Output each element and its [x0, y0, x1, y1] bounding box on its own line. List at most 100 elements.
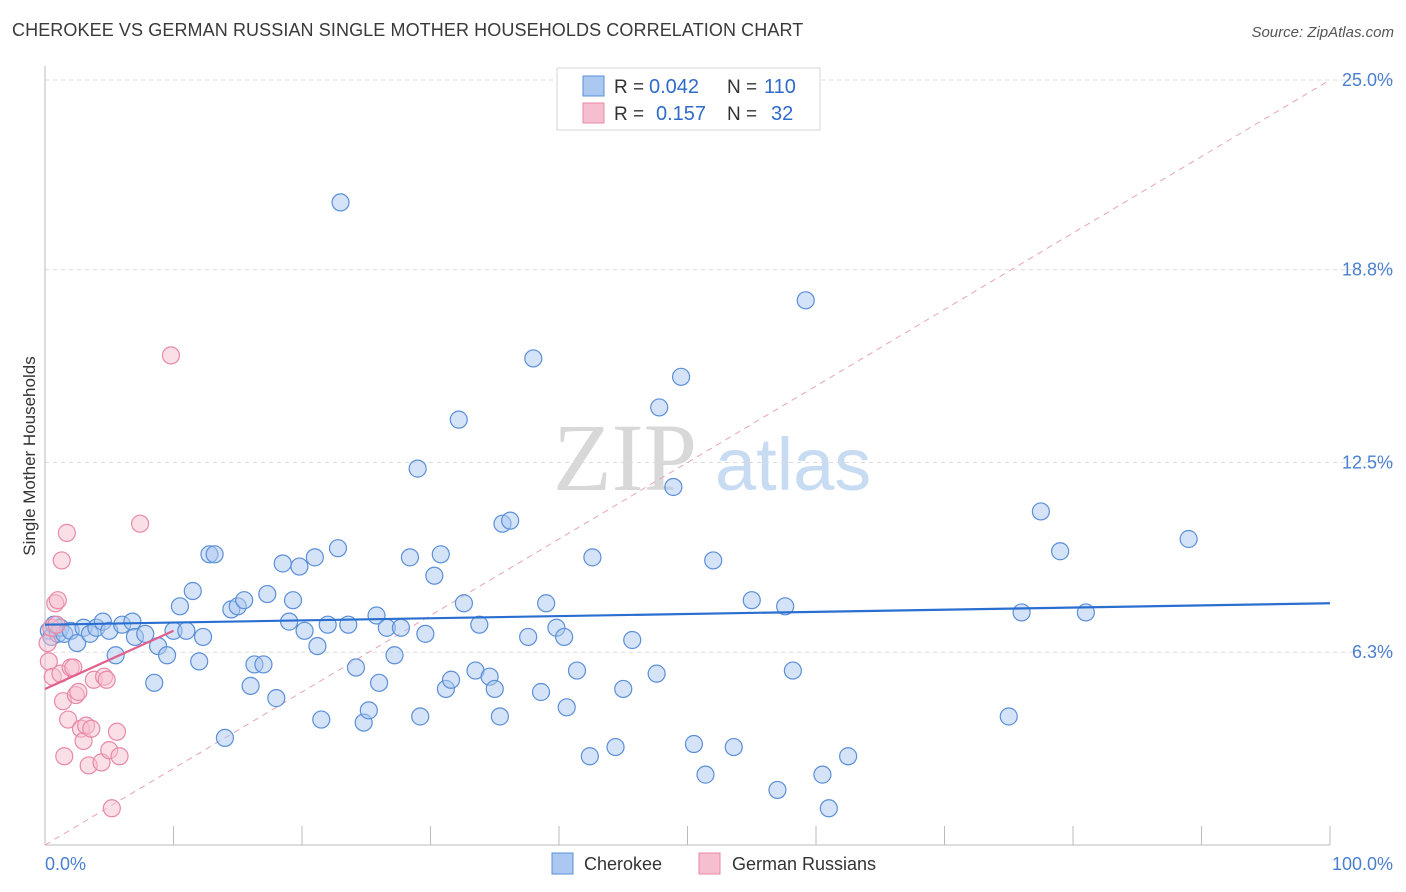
- x-tick-label-min: 0.0%: [45, 854, 86, 874]
- cherokee-point: [537, 594, 556, 613]
- cherokee-point: [258, 584, 277, 604]
- cherokee-point: [776, 597, 795, 616]
- reference-diagonal: [44, 79, 1331, 846]
- cherokee-point: [370, 673, 389, 692]
- cherokee-point: [524, 349, 543, 368]
- cherokee-point: [724, 737, 743, 757]
- cherokee-point: [664, 477, 683, 497]
- german-russians-point: [55, 747, 74, 766]
- cherokee-point: [449, 410, 468, 429]
- legend-n-value-2: 32: [771, 103, 793, 125]
- cherokee-point: [283, 591, 303, 610]
- german-russians-point: [82, 719, 101, 738]
- legend-r-label-1: R =: [614, 77, 644, 98]
- cherokee-point: [157, 646, 177, 665]
- german-russians-point: [38, 633, 57, 653]
- cherokee-point: [425, 566, 444, 585]
- cherokee-point: [1012, 603, 1031, 622]
- cherokee-point: [580, 747, 599, 766]
- legend-n-label-2: N =: [727, 104, 757, 125]
- german-russians-point: [59, 710, 78, 729]
- cherokee-point: [235, 591, 254, 610]
- bottom-legend-label-german-russians: German Russians: [732, 854, 876, 874]
- legend-r-value-1: 0.042: [649, 76, 699, 98]
- bottom-legend-label-cherokee: Cherokee: [584, 854, 662, 874]
- cherokee-point: [470, 615, 489, 634]
- cherokee-point: [305, 548, 324, 567]
- cherokee-point: [68, 633, 87, 653]
- cherokee-point: [555, 627, 574, 647]
- cherokee-point: [312, 710, 331, 729]
- cherokee-point: [346, 658, 366, 677]
- cherokee-point: [391, 618, 411, 637]
- y-tick-label: 25.0%: [1342, 70, 1393, 90]
- cherokee-point: [813, 765, 832, 784]
- cherokee-point: [454, 594, 474, 613]
- cherokee-point: [408, 459, 427, 478]
- cherokee-point: [411, 707, 430, 726]
- german-russians-point: [97, 670, 116, 689]
- cherokee-point: [431, 545, 450, 564]
- cherokee-point: [205, 545, 224, 564]
- y-tick-labels: 6.3% 12.5% 18.8% 25.0%: [1342, 70, 1393, 662]
- x-tick-label-max: 100.0%: [1332, 854, 1393, 874]
- legend-n-value-1: 110: [764, 76, 796, 98]
- cherokee-point: [193, 627, 213, 647]
- trend-line-cherokee: [44, 602, 1331, 626]
- bottom-legend-swatch-german-russians: [698, 852, 721, 875]
- y-tick-label: 12.5%: [1342, 453, 1393, 473]
- cherokee-point: [557, 698, 576, 717]
- watermark: ZIP atlas: [553, 404, 871, 511]
- cherokee-point: [623, 630, 642, 650]
- cherokee-point: [1179, 529, 1198, 549]
- cherokee-point: [145, 673, 164, 692]
- cherokee-point: [783, 661, 802, 680]
- cherokee-point: [295, 621, 314, 640]
- cherokee-point: [215, 728, 234, 748]
- german-russians-point: [69, 682, 88, 702]
- cherokee-point: [136, 624, 155, 643]
- cherokee-point: [123, 612, 142, 631]
- legend-swatch-german-russians: [582, 102, 605, 124]
- cherokee-point: [241, 676, 260, 695]
- cherokee-point: [684, 734, 704, 754]
- cherokee-point: [999, 707, 1018, 726]
- bottom-legend-swatch-cherokee: [551, 852, 574, 875]
- cherokee-point: [583, 548, 602, 567]
- cherokee-point: [606, 737, 625, 757]
- cherokee-point: [485, 679, 504, 699]
- trend-line-german-russians: [44, 629, 174, 690]
- series-german-russians-points: [38, 346, 181, 818]
- cherokee-point: [273, 554, 292, 573]
- legend-swatch-cherokee: [582, 75, 605, 97]
- german-russians-point: [48, 591, 67, 610]
- y-tick-label: 18.8%: [1342, 260, 1393, 280]
- cherokee-point: [331, 193, 350, 212]
- german-russians-point: [110, 747, 129, 766]
- cherokee-point: [742, 591, 761, 610]
- cherokee-point: [441, 670, 461, 689]
- cherokee-point: [796, 291, 815, 310]
- cherokee-point: [290, 557, 309, 576]
- cherokee-point: [254, 655, 273, 674]
- cherokee-point: [308, 636, 327, 656]
- cherokee-point: [1031, 502, 1050, 521]
- x-ticks: [173, 826, 1331, 845]
- cherokee-point: [400, 548, 420, 567]
- cherokee-point: [177, 621, 196, 640]
- cherokee-point: [190, 652, 209, 671]
- cherokee-point: [267, 689, 286, 708]
- cherokee-point: [647, 664, 666, 683]
- cherokee-point: [819, 799, 838, 818]
- cherokee-point: [614, 679, 633, 699]
- cherokee-point: [567, 661, 587, 680]
- legend-r-label-2: R =: [614, 104, 644, 125]
- cherokee-point: [359, 701, 378, 720]
- cherokee-point: [650, 398, 669, 417]
- watermark-atlas: atlas: [715, 423, 871, 506]
- legend-n-label-1: N =: [727, 77, 757, 98]
- y-tick-label: 6.3%: [1352, 642, 1393, 662]
- cherokee-point: [768, 780, 787, 800]
- german-russians-point: [102, 799, 121, 818]
